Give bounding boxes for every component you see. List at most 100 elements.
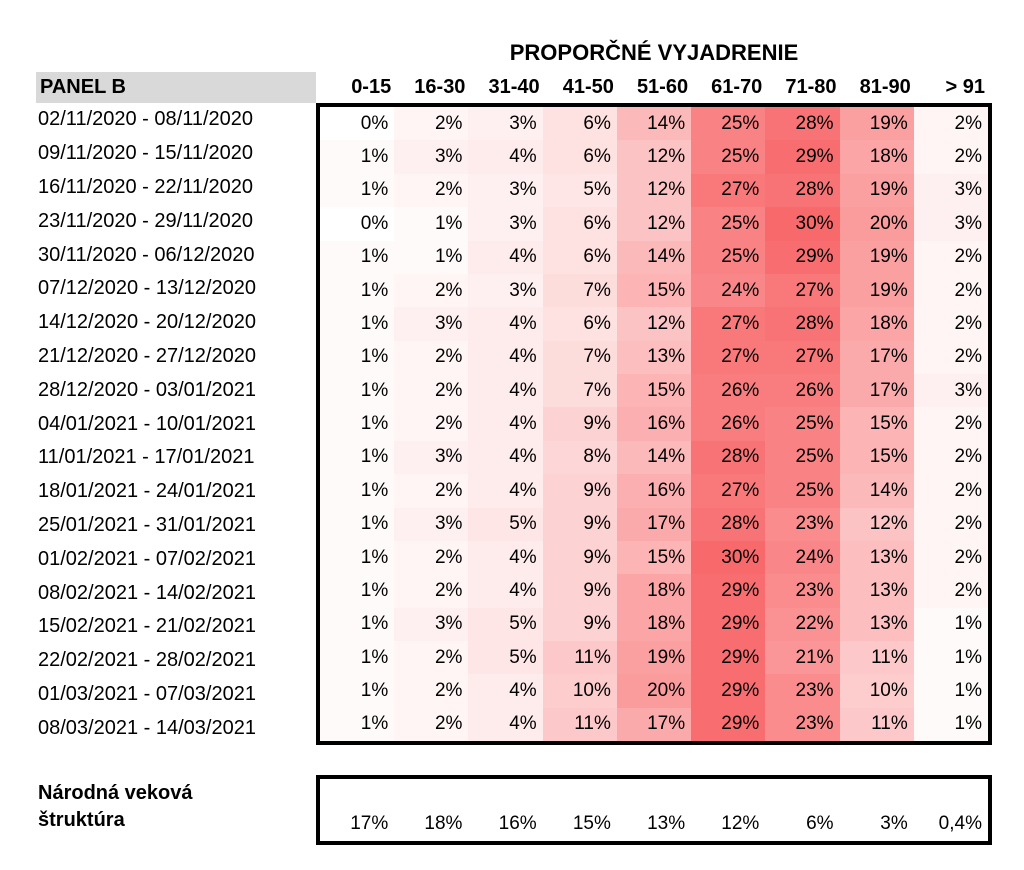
heat-cell: 15% xyxy=(616,273,692,308)
heat-cell: 27% xyxy=(691,474,766,508)
heat-cell: 3% xyxy=(468,173,543,208)
heat-cell: 4% xyxy=(468,340,543,374)
week-label: 01/02/2021 - 07/02/2021 xyxy=(38,547,256,570)
heat-cell: 29% xyxy=(691,707,766,742)
heatmap-row: 0% 2% 3% 6% 14% 25% 28% 19% 2% xyxy=(320,107,988,141)
national-value-cell: 15% xyxy=(572,813,611,834)
heat-cell: 19% xyxy=(839,273,914,308)
heat-cell: 12% xyxy=(616,140,692,174)
week-label: 22/02/2021 - 28/02/2021 xyxy=(38,649,256,672)
age-column-header: 71-80 xyxy=(785,76,837,98)
heat-cell: 14% xyxy=(839,474,914,508)
national-value-cell: 13% xyxy=(647,813,686,834)
heat-cell: 1% xyxy=(913,607,988,641)
age-column-header: 81-90 xyxy=(859,76,911,98)
heat-cell: 3% xyxy=(468,273,543,308)
heat-cell: 2% xyxy=(394,173,469,208)
heat-cell: 2% xyxy=(394,273,469,308)
heat-cell: 11% xyxy=(542,707,617,742)
heatmap-row: 1% 3% 4% 6% 12% 25% 29% 18% 2% xyxy=(320,140,988,174)
heat-cell: 1% xyxy=(913,674,988,708)
week-label: 09/11/2020 - 15/11/2020 xyxy=(38,142,253,165)
heat-cell: 25% xyxy=(765,474,840,508)
heat-cell: 18% xyxy=(839,140,914,174)
heat-cell: 9% xyxy=(542,407,617,441)
heat-cell: 19% xyxy=(839,107,914,141)
heat-cell: 1% xyxy=(320,607,395,641)
heat-cell: 1% xyxy=(320,707,395,742)
heat-cell: 3% xyxy=(394,140,469,174)
heat-cell: 2% xyxy=(394,641,469,675)
heat-cell: 29% xyxy=(765,140,840,174)
heat-cell: 7% xyxy=(542,273,617,308)
age-column-header: 16-30 xyxy=(414,76,466,98)
heat-cell: 0% xyxy=(320,207,395,241)
heat-cell: 28% xyxy=(765,107,840,141)
heat-cell: 17% xyxy=(839,340,914,374)
heat-cell: 13% xyxy=(839,540,914,575)
week-row-labels: 02/11/2020 - 08/11/2020 09/11/2020 - 15/1… xyxy=(36,103,314,745)
week-label: 25/01/2021 - 31/01/2021 xyxy=(38,513,256,536)
heat-cell: 4% xyxy=(468,140,543,174)
heat-cell: 4% xyxy=(468,674,543,708)
heatmap-table: 0% 2% 3% 6% 14% 25% 28% 19% 2% 1% 3% 4% 6% 12% 25% 29% 1… xyxy=(316,103,992,745)
heatmap-row: 1% 3% 4% 8% 14% 28% 25% 15% 2% xyxy=(320,440,988,475)
heat-cell: 24% xyxy=(765,540,840,575)
age-column-header: 41-50 xyxy=(562,76,614,98)
heatmap-row: 1% 2% 5% 11% 19% 29% 21% 11% 1% xyxy=(320,641,988,675)
heat-cell: 29% xyxy=(691,674,766,708)
heat-cell: 2% xyxy=(913,540,988,575)
heat-cell: 2% xyxy=(394,707,469,742)
heat-cell: 4% xyxy=(468,240,543,274)
heat-cell: 2% xyxy=(394,474,469,508)
heat-cell: 2% xyxy=(913,507,988,541)
heat-cell: 8% xyxy=(542,440,617,475)
heat-cell: 1% xyxy=(320,507,395,541)
heat-cell: 30% xyxy=(765,207,840,241)
heat-cell: 13% xyxy=(616,340,692,374)
heat-cell: 15% xyxy=(839,407,914,441)
heat-cell: 10% xyxy=(839,674,914,708)
heat-cell: 1% xyxy=(913,707,988,742)
heat-cell: 9% xyxy=(542,607,617,641)
heat-cell: 25% xyxy=(691,107,766,141)
heat-cell: 4% xyxy=(468,374,543,408)
heat-cell: 24% xyxy=(691,273,766,308)
week-label: 04/01/2021 - 10/01/2021 xyxy=(38,412,256,435)
heat-cell: 15% xyxy=(616,540,692,575)
heat-cell: 14% xyxy=(616,107,692,141)
heat-cell: 6% xyxy=(542,207,617,241)
heat-cell: 9% xyxy=(542,574,617,608)
heatmap-row: 1% 2% 4% 9% 15% 30% 24% 13% 2% xyxy=(320,540,988,575)
heatmap-row: 1% 3% 5% 9% 18% 29% 22% 13% 1% xyxy=(320,607,988,641)
national-value-cell: 18% xyxy=(424,813,463,834)
heat-cell: 1% xyxy=(320,173,395,208)
heat-cell: 1% xyxy=(913,641,988,675)
heat-cell: 4% xyxy=(468,407,543,441)
heat-cell: 1% xyxy=(320,674,395,708)
heat-cell: 1% xyxy=(320,641,395,675)
heat-cell: 12% xyxy=(839,507,914,541)
heat-cell: 9% xyxy=(542,540,617,575)
week-label: 21/12/2020 - 27/12/2020 xyxy=(38,344,256,367)
heat-cell: 30% xyxy=(691,540,766,575)
heat-cell: 11% xyxy=(839,707,914,742)
week-label: 01/03/2021 - 07/03/2021 xyxy=(38,682,256,705)
heat-cell: 27% xyxy=(691,173,766,208)
age-column-header: 31-40 xyxy=(488,76,540,98)
heat-cell: 17% xyxy=(839,374,914,408)
heat-cell: 16% xyxy=(616,407,692,441)
heat-cell: 20% xyxy=(839,207,914,241)
heat-cell: 7% xyxy=(542,340,617,374)
heat-cell: 17% xyxy=(616,507,692,541)
week-label: 08/02/2021 - 14/02/2021 xyxy=(38,581,256,604)
heatmap-row: 1% 3% 4% 6% 12% 27% 28% 18% 2% xyxy=(320,307,988,341)
week-label: 02/11/2020 - 08/11/2020 xyxy=(38,108,253,131)
heat-cell: 23% xyxy=(765,507,840,541)
heat-cell: 18% xyxy=(616,574,692,608)
heat-cell: 22% xyxy=(765,607,840,641)
heat-cell: 29% xyxy=(765,240,840,274)
heatmap-row: 1% 3% 5% 9% 17% 28% 23% 12% 2% xyxy=(320,507,988,541)
heatmap-row: 1% 2% 4% 9% 16% 26% 25% 15% 2% xyxy=(320,407,988,441)
heatmap-row: 1% 2% 3% 7% 15% 24% 27% 19% 2% xyxy=(320,273,988,308)
